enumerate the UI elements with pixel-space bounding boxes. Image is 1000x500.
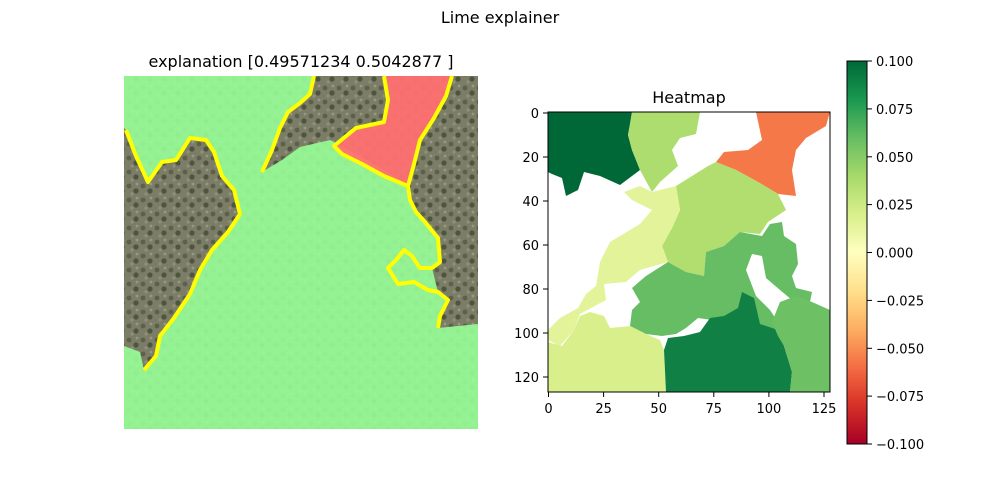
y-tick-label: 120	[514, 371, 539, 386]
region-top-left	[548, 112, 640, 196]
x-tick-label: 125	[812, 402, 837, 417]
colorbar-tick-label: 0.025	[876, 199, 913, 214]
colorbar-tick-label: −0.100	[876, 438, 924, 453]
x-tick-label: 25	[595, 402, 612, 417]
colorbar-tick-label: −0.025	[876, 294, 924, 309]
heatmap-title: Heatmap	[652, 88, 726, 107]
y-tick-label: 60	[522, 239, 539, 254]
colorbar-tick-label: 0.050	[876, 151, 913, 166]
region-left-middle	[548, 186, 680, 392]
x-tick-label: 75	[706, 402, 723, 417]
colorbar-tick-label: 0.075	[876, 103, 913, 118]
region-center	[662, 162, 786, 276]
x-tick-label: 50	[650, 402, 667, 417]
colorbar-tick-label: 0.000	[876, 247, 913, 262]
region-top-middle	[628, 112, 700, 192]
heatmap-y-axis: 0 20 40 60 80 100 120	[514, 107, 548, 386]
y-tick-label: 20	[522, 151, 539, 166]
y-tick-label: 80	[522, 283, 539, 298]
heatmap-image	[548, 112, 830, 392]
x-tick-label: 100	[756, 402, 781, 417]
boundary-outline	[124, 76, 454, 372]
x-tick-label: 0	[544, 402, 552, 417]
region-bottom-right	[772, 296, 830, 392]
colorbar-tick-label: 0.100	[876, 55, 913, 70]
region-center-lower	[630, 222, 812, 336]
explanation-title: explanation [0.49571234 0.5042877 ]	[148, 52, 454, 71]
heatmap-x-axis: 0 25 50 75 100 125	[544, 392, 836, 417]
region-top-right	[716, 112, 830, 196]
figure-title: Lime explainer	[440, 8, 560, 27]
negative-region	[334, 76, 452, 186]
y-tick-label: 0	[531, 107, 539, 122]
y-tick-label: 40	[522, 195, 539, 210]
colorbar: 0.100 0.075 0.050 0.025 0.000 −0.025 −0.…	[846, 55, 924, 453]
y-tick-label: 100	[514, 327, 539, 342]
region-bottom-left	[548, 312, 666, 392]
colorbar-gradient	[847, 61, 867, 444]
colorbar-tick-label: −0.050	[876, 342, 924, 357]
positive-region	[124, 76, 478, 429]
explanation-image	[124, 76, 478, 429]
colorbar-tick-label: −0.075	[876, 390, 924, 405]
heatmap-axes-frame	[547, 111, 831, 393]
region-bottom-center	[664, 292, 792, 392]
